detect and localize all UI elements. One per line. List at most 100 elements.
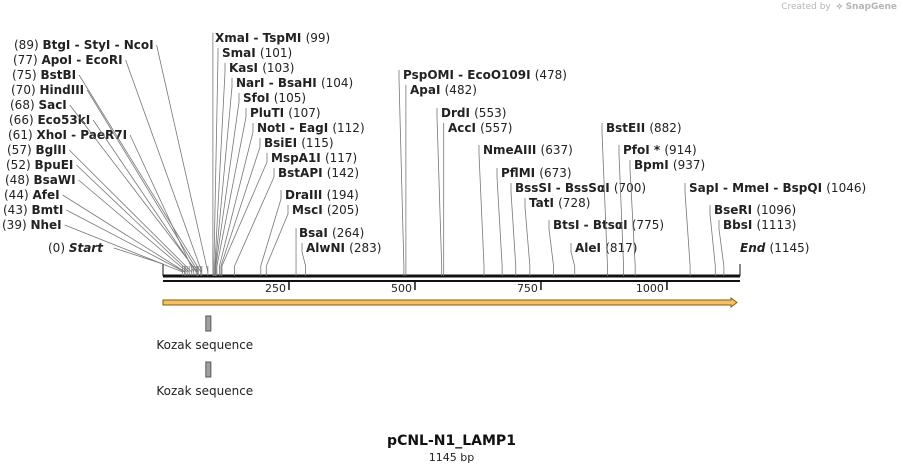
site-label-acci: AccI (557) xyxy=(448,121,512,135)
site-name-alwni: AlwNI xyxy=(306,241,349,255)
site-position-alwni: (283) xyxy=(349,241,381,255)
site-position-alei: (817) xyxy=(605,241,637,255)
site-name-sfoi: SfoI xyxy=(243,91,274,105)
site-label-bsiei: BsiEI (115) xyxy=(264,136,334,150)
site-position-bpuei: (52) xyxy=(6,158,34,172)
site-leader-bseri xyxy=(709,213,716,267)
sequence-direction-arrow xyxy=(162,297,738,308)
site-label-bstapi: BstAPI (142) xyxy=(278,166,359,180)
site-leader-smai xyxy=(213,56,219,267)
site-leader-hindiii xyxy=(86,89,199,273)
site-position-nari-bsahi: (104) xyxy=(321,76,353,90)
site-position-bsssi-bsss-i: (700) xyxy=(614,181,646,195)
site-leader-nhei xyxy=(64,224,183,273)
site-name-kasi: KasI xyxy=(229,61,262,75)
site-leader-bstapi xyxy=(234,176,275,267)
site-position-bsiei: (115) xyxy=(301,136,333,150)
site-leader-drdi xyxy=(436,116,443,267)
site-position-nmeaiii: (637) xyxy=(541,143,573,157)
site-position-apai: (482) xyxy=(445,83,477,97)
site-position-msci: (205) xyxy=(327,203,359,217)
site-label-nhei: (39) NheI xyxy=(2,218,62,232)
site-name-acci: AccI xyxy=(448,121,480,135)
site-label-xmai-tspmi: XmaI - TspMI (99) xyxy=(215,31,330,45)
site-label-bbsi: BbsI (1113) xyxy=(723,218,796,232)
site-position-bbsi: (1113) xyxy=(757,218,797,232)
site-position-eco53ki: (66) xyxy=(9,113,37,127)
site-label-smai: SmaI (101) xyxy=(222,46,292,60)
site-position-xmai-tspmi: (99) xyxy=(306,31,331,45)
site-name-mspa1i: MspA1I xyxy=(271,151,325,165)
site-name-hindiii: HindIII xyxy=(39,83,84,97)
site-name-nhei: NheI xyxy=(30,218,61,232)
site-label-hindiii: (70) HindIII xyxy=(11,83,84,97)
site-name-pflmi: PflMI xyxy=(501,166,539,180)
site-leader-bpmi xyxy=(629,168,636,267)
site-label-bsai: BsaI (264) xyxy=(299,226,364,240)
site-name-pspomi-ecoo109i: PspOMI - EcoO109I xyxy=(403,68,535,82)
site-label-sapi-mmei-bspqi: SapI - MmeI - BspQI (1046) xyxy=(689,181,866,195)
site-position-pspomi-ecoo109i: (478) xyxy=(535,68,567,82)
ruler-label-1000: 1000 xyxy=(636,282,664,295)
site-position-smai: (101) xyxy=(260,46,292,60)
site-name-drdi: DrdI xyxy=(441,106,474,120)
credit-prefix: Created by xyxy=(781,2,831,12)
site-label-bsssi-bsss-i: BssSI - BssSαI (700) xyxy=(515,181,646,195)
site-name-bsteii: BstEII xyxy=(606,121,649,135)
site-name-pluti: PluTI xyxy=(250,106,288,120)
start-label: (0) Start xyxy=(48,241,104,255)
ruler-label-750: 750 xyxy=(517,282,538,295)
site-leader-mspa1i xyxy=(221,161,268,267)
site-name-apoi-ecori: ApoI - EcoRI xyxy=(41,53,122,67)
site-leader-msci xyxy=(265,213,289,267)
site-name-bpmi: BpmI xyxy=(634,158,673,172)
start-name: Start xyxy=(69,241,104,255)
site-label-mspa1i: MspA1I (117) xyxy=(271,151,357,165)
snapgene-logo-icon: ⟡ xyxy=(836,2,843,12)
site-label-drdi: DrdI (553) xyxy=(441,106,506,120)
site-label-pflmi: PflMI (673) xyxy=(501,166,572,180)
site-name-bbsi: BbsI xyxy=(723,218,757,232)
site-leader-pflmi xyxy=(496,176,503,267)
site-label-bstbi: (75) BstBI xyxy=(12,68,76,82)
site-label-btsi-bts-i: BtsI - BtsαI (775) xyxy=(553,218,664,232)
ruler-label-500: 500 xyxy=(391,282,412,295)
site-leader-apoi-ecori xyxy=(125,59,203,273)
site-position-bpmi: (937) xyxy=(673,158,705,172)
site-position-nhei: (39) xyxy=(2,218,30,232)
site-label-xhoi-paer7i: (61) XhoI - PaeR7I xyxy=(8,128,127,142)
feature-label-kozak-1: Kozak sequence xyxy=(156,338,254,352)
site-name-alei: AleI xyxy=(575,241,605,255)
site-label-apoi-ecori: (77) ApoI - EcoRI xyxy=(13,53,123,67)
site-position-sapi-mmei-bspqi: (1046) xyxy=(826,181,866,195)
snapgene-credit: Created by ⟡ SnapGene xyxy=(781,2,897,12)
site-name-bmti: BmtI xyxy=(31,203,63,217)
site-position-noti-eagi: (112) xyxy=(332,121,364,135)
site-position-sfoi: (105) xyxy=(274,91,306,105)
site-leader-bbsi xyxy=(718,228,725,267)
site-label-msci: MscI (205) xyxy=(292,203,359,217)
site-label-bseri: BseRI (1096) xyxy=(714,203,796,217)
site-leader-noti-eagi xyxy=(219,131,254,267)
site-position-pflmi: (673) xyxy=(539,166,571,180)
site-name-nari-bsahi: NarI - BsaHI xyxy=(236,76,321,90)
site-name-smai: SmaI xyxy=(222,46,260,60)
site-leader-nari-bsahi xyxy=(215,86,233,267)
credit-brand: SnapGene xyxy=(845,2,897,12)
site-position-hindiii: (70) xyxy=(11,83,39,97)
site-name-draiii: DraIII xyxy=(285,188,327,202)
site-position-bsawi: (48) xyxy=(5,173,33,187)
site-label-bsteii: BstEII (882) xyxy=(606,121,682,135)
site-leader-btgi-styi-ncoi xyxy=(156,44,209,273)
site-name-bglii: BglII xyxy=(35,143,66,157)
site-position-afei: (44) xyxy=(4,188,32,202)
start-position: (0) xyxy=(48,241,69,255)
site-position-apoi-ecori: (77) xyxy=(13,53,41,67)
site-label-bpmi: BpmI (937) xyxy=(634,158,705,172)
site-label-noti-eagi: NotI - EagI (112) xyxy=(257,121,365,135)
site-name-sapi-mmei-bspqi: SapI - MmeI - BspQI xyxy=(689,181,826,195)
site-leader-kasi xyxy=(214,71,226,267)
site-leader-sfoi xyxy=(215,101,240,267)
feature-box-kozak-2 xyxy=(205,361,212,378)
